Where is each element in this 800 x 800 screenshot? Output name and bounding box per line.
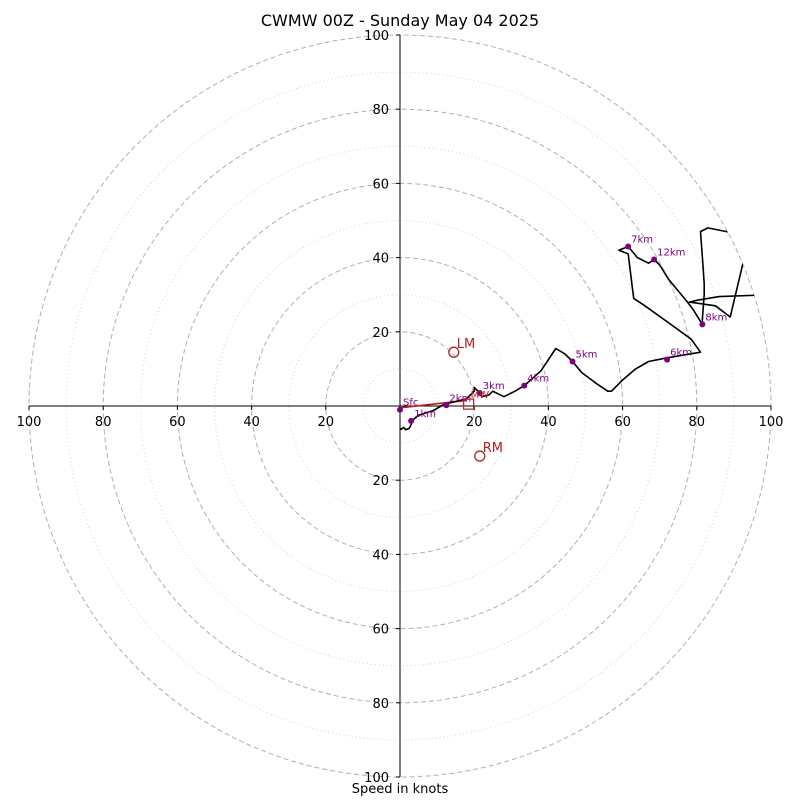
height-marker [699,321,706,328]
storm-motion-marker [448,346,460,358]
height-marker [476,390,483,397]
height-marker-label: 2km [449,393,471,404]
x-tick-label: 20 [466,415,483,430]
storm-motion-label: RM [483,441,503,456]
height-marker [521,382,528,389]
x-tick-label: 80 [95,415,112,430]
height-marker [664,356,671,363]
height-marker [397,406,403,413]
mean-wind-label: MW [471,390,490,401]
height-marker-label: 3km [483,381,505,392]
y-tick-label: 80 [372,103,389,118]
height-marker-label: 5km [576,349,598,360]
x-tick-label: 80 [689,415,706,430]
x-tick-label: 100 [17,415,42,430]
x-tick-label: 40 [243,415,260,430]
storm-motion-marker [474,450,486,462]
chart-title: CWMW 00Z - Sunday May 04 2025 [260,11,540,30]
x-tick-label: 20 [318,415,335,430]
height-marker-label: 12km [657,247,685,258]
y-tick-label: 40 [372,548,389,563]
y-tick-label: 60 [372,623,389,638]
height-marker-label: 7km [631,234,653,245]
height-marker [625,243,632,250]
axes-layer: 100 80 60 40 20 20 40 60 80 100 100 80 60 40 20 20 40 60 8… [17,29,784,786]
storm-motion-label: LM [457,337,475,352]
x-tick-label: 60 [614,415,631,430]
height-marker-label: 4km [527,374,549,385]
height-marker-label: 6km [670,348,692,359]
y-tick-label: 20 [372,326,389,341]
y-tick-label: 60 [372,177,389,192]
x-tick-label: 100 [759,415,784,430]
x-tick-label: 60 [169,415,186,430]
mean-wind-marker [463,398,475,410]
y-tick-label: 80 [372,697,389,712]
height-marker-label: 1km [414,409,436,420]
height-marker [569,358,576,365]
height-marker [443,402,450,409]
height-marker-label: 8km [705,312,727,323]
y-tick-label: 20 [372,474,389,489]
x-axis-label: Speed in knots [351,782,449,797]
y-tick-label: 100 [364,771,389,786]
y-tick-label: 40 [372,252,389,267]
height-marker-label: Sfc [403,398,418,409]
height-marker [651,256,658,263]
y-tick-label: 100 [364,29,389,44]
x-tick-label: 40 [540,415,557,430]
height-marker [408,417,415,424]
